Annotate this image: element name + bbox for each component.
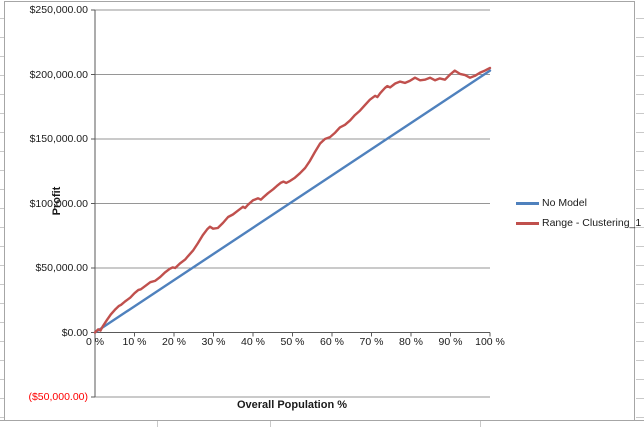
spreadsheet-column-gridline-stub [480, 421, 481, 427]
legend-label-range-clustering-1: Range - Clustering_1 [542, 217, 642, 229]
legend-entry-range-clustering-1[interactable]: Range - Clustering_1 [516, 213, 641, 233]
x-axis-title: Overall Population % [236, 399, 348, 411]
x-tick-label: 50 % [280, 336, 305, 348]
spreadsheet-row-line-bottom [0, 420, 644, 421]
range-clustering-1-line-swatch [516, 221, 539, 225]
legend[interactable]: No Model Range - Clustering_1 [516, 193, 641, 233]
x-tick-label: 70 % [359, 336, 384, 348]
y-tick-label: $50,000.00 [35, 262, 88, 274]
x-tick-label: 0 % [85, 336, 105, 348]
series-line-no-model[interactable] [93, 69, 492, 334]
x-tick-label: 20 % [162, 336, 186, 348]
y-tick-label: $150,000.00 [29, 133, 88, 145]
x-tick-label: 90 % [438, 336, 463, 348]
spreadsheet-row-gridline-stubs-left [0, 0, 4, 420]
x-tick-label: 80 % [399, 336, 423, 348]
x-tick-label: 30 % [201, 336, 226, 348]
chart-border [4, 1, 635, 421]
legend-label-no-model: No Model [542, 197, 587, 209]
y-axis-title: Profit [51, 186, 63, 216]
x-tick-label: 40 % [241, 336, 265, 348]
spreadsheet-column-gridline-stub [157, 421, 158, 427]
y-tick-label: $200,000.00 [29, 68, 88, 81]
y-tick-label: $250,000.00 [29, 4, 88, 16]
spreadsheet-column-gridline-stub [270, 421, 271, 427]
y-tick-label: ($50,000.00) [28, 391, 88, 403]
spreadsheet-row-gridline-stubs-right [636, 0, 644, 420]
x-tick-label: 10 % [122, 336, 147, 348]
series-line-range-clustering-1[interactable] [93, 66, 492, 334]
x-tick-label: 100 % [475, 336, 505, 348]
y-tick-label: $0.00 [61, 326, 88, 339]
x-tick-label: 60 % [320, 336, 344, 348]
no-model-line-swatch [516, 201, 539, 205]
legend-entry-no-model[interactable]: No Model [516, 193, 641, 213]
y-tick-label: $100,000.00 [29, 197, 88, 210]
